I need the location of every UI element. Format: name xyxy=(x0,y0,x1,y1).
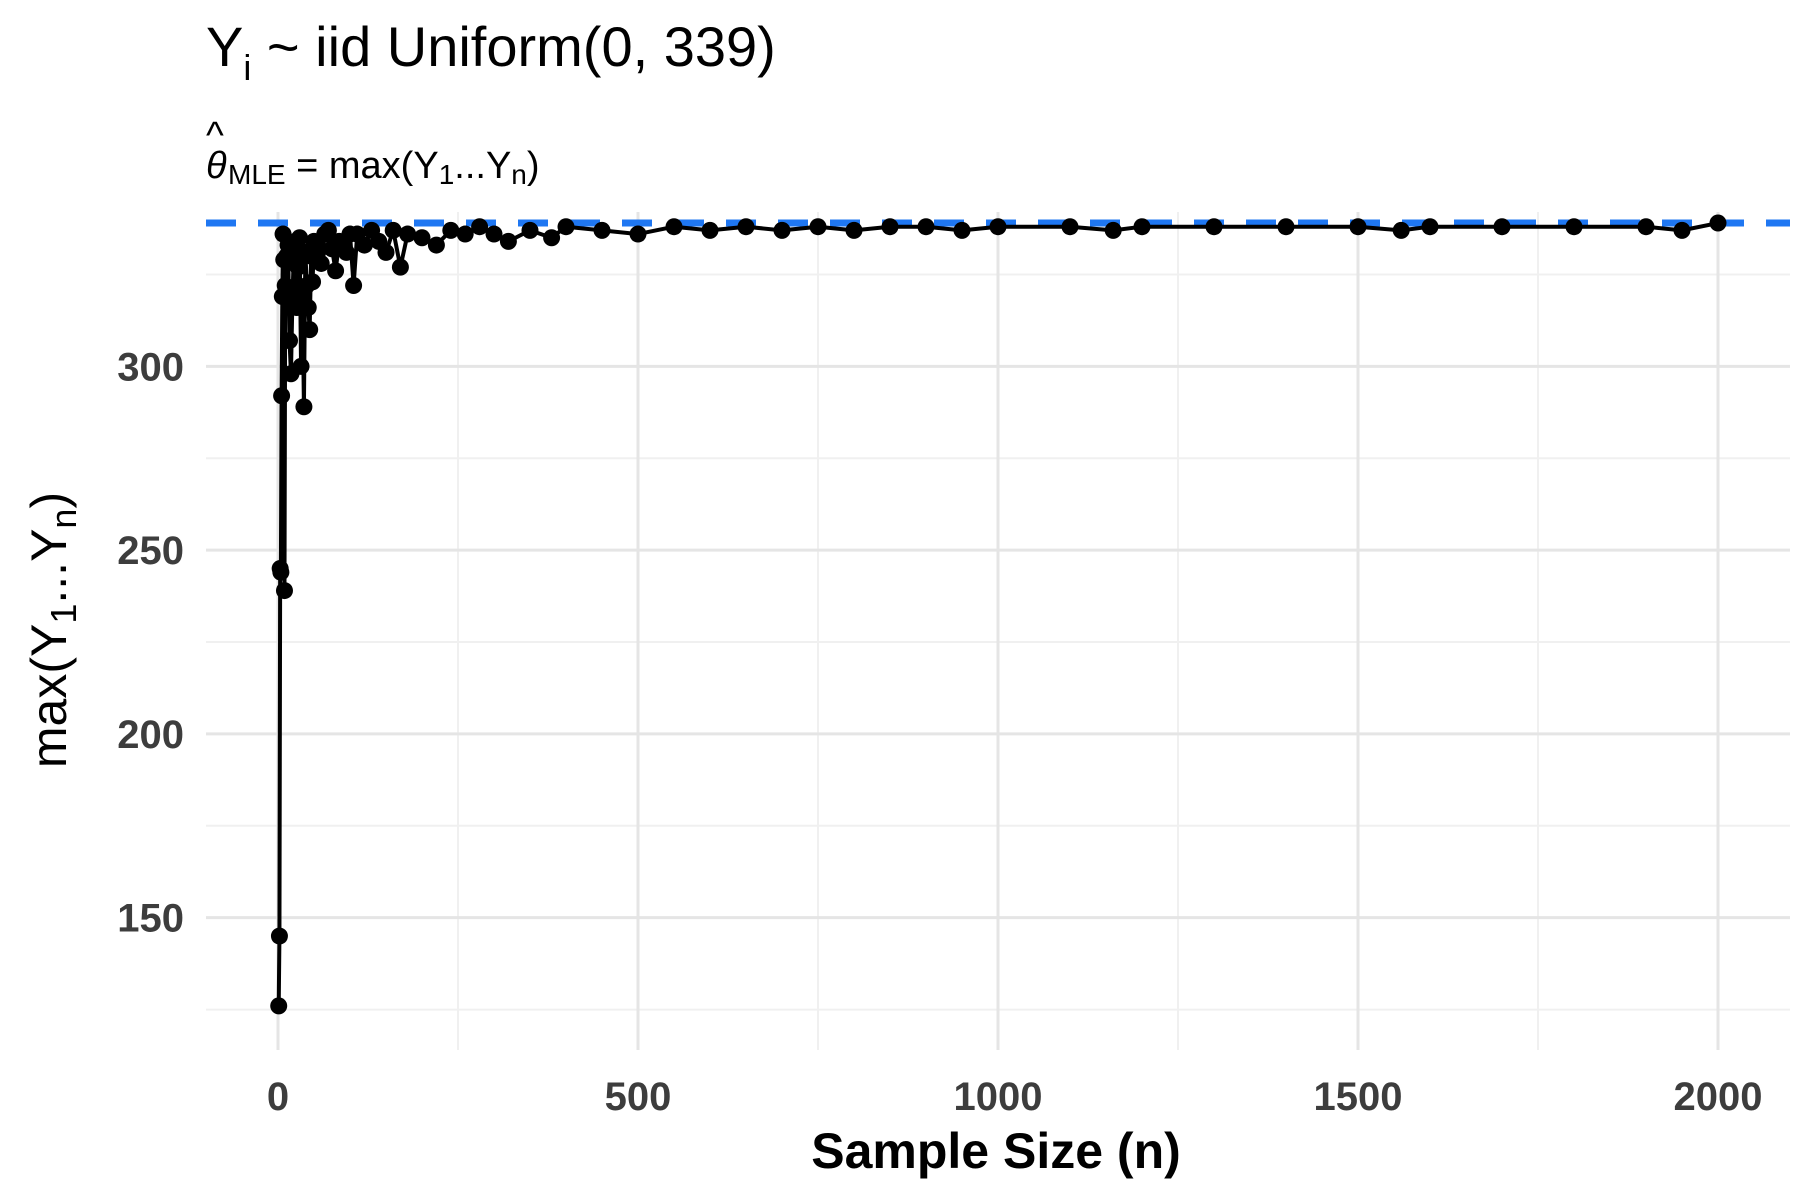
data-point xyxy=(273,387,291,405)
data-point xyxy=(413,229,431,247)
data-point xyxy=(427,236,445,254)
svg-text:θ: θ xyxy=(206,145,227,187)
svg-text:^: ^ xyxy=(206,115,224,157)
data-point xyxy=(377,243,395,261)
data-point xyxy=(1637,218,1655,236)
data-point xyxy=(557,218,575,236)
data-point xyxy=(319,221,337,239)
data-point xyxy=(1277,218,1295,236)
data-point xyxy=(272,563,290,581)
data-point xyxy=(291,229,309,247)
data-point xyxy=(456,225,474,243)
data-point xyxy=(845,221,863,239)
data-point xyxy=(1565,218,1583,236)
data-point xyxy=(1392,221,1410,239)
data-point xyxy=(355,236,373,254)
data-point xyxy=(1673,221,1691,239)
data-point xyxy=(337,243,355,261)
data-point xyxy=(1493,218,1511,236)
data-point xyxy=(295,398,313,416)
data-point xyxy=(1709,214,1727,232)
data-point xyxy=(391,258,409,276)
svg-text:MLE = max(Y1...Yn): MLE = max(Y1...Yn) xyxy=(228,145,540,190)
x-tick-label: 1000 xyxy=(954,1075,1043,1119)
data-point xyxy=(665,218,683,236)
data-point xyxy=(299,299,317,317)
data-point xyxy=(312,254,330,272)
x-axis-title: Sample Size (n) xyxy=(811,1123,1181,1179)
data-point xyxy=(809,218,827,236)
data-point xyxy=(521,221,539,239)
data-point xyxy=(281,332,299,350)
data-point xyxy=(270,997,288,1015)
x-tick-label: 2000 xyxy=(1674,1075,1763,1119)
y-tick-label: 150 xyxy=(117,897,184,941)
x-tick-label: 0 xyxy=(267,1075,289,1119)
data-point xyxy=(499,232,517,250)
data-point xyxy=(345,277,363,295)
data-point xyxy=(276,277,294,295)
data-point xyxy=(442,221,460,239)
data-point xyxy=(289,258,307,276)
data-point xyxy=(1133,218,1151,236)
data-point xyxy=(629,225,647,243)
data-point xyxy=(301,321,319,339)
data-point xyxy=(1421,218,1439,236)
y-tick-label: 250 xyxy=(117,529,184,573)
y-tick-label: 200 xyxy=(117,713,184,757)
data-point xyxy=(881,218,899,236)
data-point xyxy=(917,218,935,236)
x-tick-label: 1500 xyxy=(1314,1075,1403,1119)
y-tick-label: 300 xyxy=(117,345,184,389)
data-point xyxy=(304,273,322,291)
data-point xyxy=(593,221,611,239)
data-point xyxy=(953,221,971,239)
data-point xyxy=(485,225,503,243)
data-point xyxy=(1061,218,1079,236)
data-point xyxy=(275,582,293,600)
data-point xyxy=(384,221,402,239)
data-point xyxy=(399,225,417,243)
data-point xyxy=(1205,218,1223,236)
y-axis-title: max(Y1...Yn) xyxy=(21,492,84,768)
data-point xyxy=(737,218,755,236)
grid xyxy=(206,212,1790,1050)
data-point xyxy=(292,357,310,375)
data-point xyxy=(701,221,719,239)
data-point xyxy=(270,927,288,945)
data-point xyxy=(543,229,561,247)
y-axis-ticks: 150 200 250 300 xyxy=(117,345,184,940)
chart-subtitle: θ ^ MLE = max(Y1...Yn) xyxy=(206,115,540,190)
data-series xyxy=(270,214,1727,1015)
data-point xyxy=(773,221,791,239)
chart-title: Yi ~ iid Uniform(0, 339) xyxy=(206,15,776,88)
data-point xyxy=(327,262,345,280)
data-point xyxy=(471,218,489,236)
data-point xyxy=(1349,218,1367,236)
x-axis-ticks: 0 500 1000 1500 2000 xyxy=(267,1075,1763,1119)
x-tick-label: 500 xyxy=(605,1075,672,1119)
data-point xyxy=(1104,221,1122,239)
data-point xyxy=(989,218,1007,236)
